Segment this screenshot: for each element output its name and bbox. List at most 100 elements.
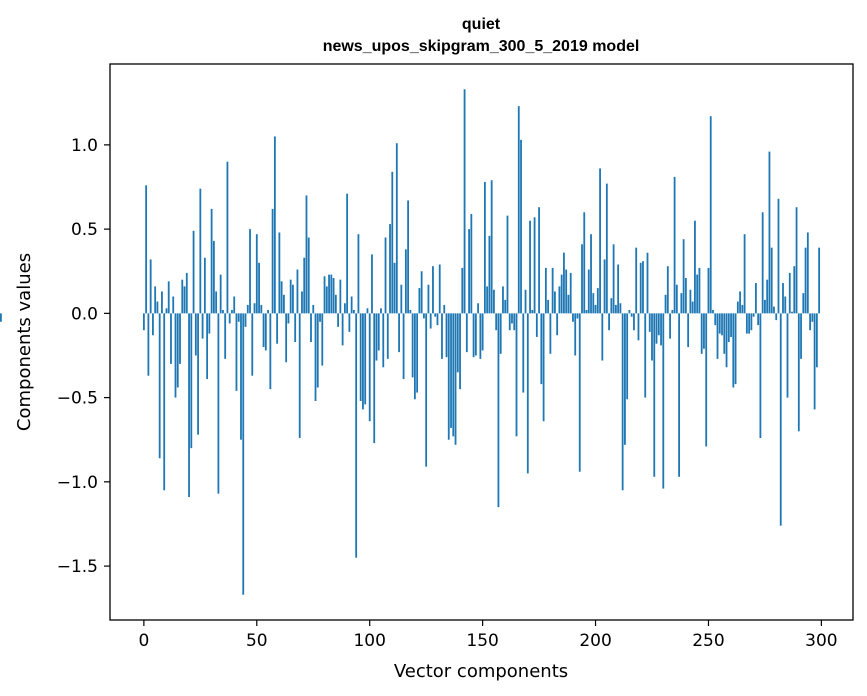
bar-157 (497, 313, 500, 508)
bar-81 (325, 286, 328, 314)
bar-154 (490, 180, 493, 314)
bar-110 (391, 171, 394, 314)
bar-51 (258, 262, 260, 314)
bar-267 (745, 313, 748, 334)
bar-152 (486, 286, 489, 314)
bar-247 (700, 313, 703, 354)
bar-159 (502, 286, 504, 314)
bar-296 (811, 313, 814, 322)
bar-162 (508, 313, 511, 331)
bar-190 (572, 313, 574, 322)
bar-148 (477, 303, 480, 314)
bar-45 (244, 313, 247, 327)
bar-149 (479, 313, 482, 359)
plot-frame (109, 63, 854, 621)
bar-261 (732, 313, 735, 388)
bar-269 (750, 313, 753, 331)
bar-196 (585, 309, 588, 314)
bar-217 (633, 313, 635, 331)
bar-72 (305, 195, 308, 314)
bar-260 (730, 313, 732, 337)
x-tick-label: 250 (692, 631, 724, 651)
bar-238 (680, 293, 683, 314)
bar-245 (696, 274, 699, 314)
bar-176 (540, 313, 543, 385)
bar-38 (228, 313, 231, 324)
bar-153 (488, 235, 491, 314)
bar-167 (520, 139, 522, 314)
bar-240 (684, 277, 687, 314)
bar-289 (795, 207, 798, 314)
bar-85 (334, 294, 337, 314)
bar-163 (511, 313, 513, 324)
y-axis-label: Components values (14, 253, 35, 431)
bar-216 (630, 313, 633, 317)
bar-219 (637, 313, 640, 341)
bar-88 (341, 313, 344, 346)
bar-189 (569, 272, 572, 314)
bar-69 (298, 313, 301, 439)
bar-48 (251, 313, 254, 376)
bar-274 (761, 212, 764, 314)
bar-257 (723, 313, 726, 354)
bar-271 (754, 283, 757, 314)
bar-24 (197, 313, 199, 435)
bar-146 (472, 313, 475, 358)
y-tick-label: 1.0 (71, 136, 98, 156)
bar-37 (226, 161, 229, 314)
bar-136 (450, 313, 452, 428)
bar-183 (556, 313, 559, 336)
bar-113 (398, 313, 400, 353)
x-tick-label: 150 (466, 631, 498, 651)
bar-290 (797, 313, 800, 432)
bar-8 (161, 291, 163, 314)
bar-7 (158, 313, 161, 459)
bar-36 (224, 313, 227, 359)
bar-39 (231, 309, 233, 314)
bar-15 (176, 313, 179, 388)
bar-182 (553, 291, 556, 314)
bar-25 (199, 188, 202, 314)
bar-93 (353, 309, 355, 314)
bar-194 (581, 244, 583, 314)
bar-264 (739, 291, 741, 314)
bar-215 (628, 309, 631, 314)
bar-16 (179, 313, 181, 364)
bar-120 (413, 313, 416, 400)
bar-285 (786, 313, 789, 398)
bar-263 (736, 301, 739, 314)
bar-180 (549, 313, 552, 354)
bar-169 (524, 289, 527, 314)
bar-218 (635, 247, 638, 314)
bar-138 (454, 313, 457, 445)
bar-223 (646, 252, 649, 314)
bar-103 (375, 313, 378, 361)
bar-242 (689, 289, 692, 314)
bar-144 (468, 229, 470, 314)
bar-21 (190, 313, 193, 449)
chart-subtitle: news_upos_skipgram_300_5_2019 model (323, 38, 640, 55)
bar-228 (657, 313, 660, 336)
bar-280 (775, 313, 778, 321)
bar-256 (721, 313, 723, 336)
bar-53 (262, 313, 265, 348)
bar-134 (445, 313, 448, 358)
bar-187 (565, 269, 568, 314)
bar-283 (782, 283, 784, 314)
bar-26 (201, 313, 204, 339)
bar-236 (675, 284, 678, 314)
bar-125 (425, 313, 428, 467)
bar-139 (456, 313, 459, 373)
bar-284 (784, 296, 787, 314)
bar-67 (294, 313, 297, 342)
bar-282 (779, 313, 782, 526)
bar-87 (339, 279, 342, 314)
bar-84 (332, 277, 335, 314)
bar-118 (409, 309, 412, 314)
bar-2 (147, 313, 150, 376)
bar-201 (596, 288, 599, 314)
bar-126 (427, 284, 430, 314)
bar-232 (666, 266, 669, 314)
bar-41 (235, 313, 238, 391)
bar-119 (411, 313, 414, 378)
